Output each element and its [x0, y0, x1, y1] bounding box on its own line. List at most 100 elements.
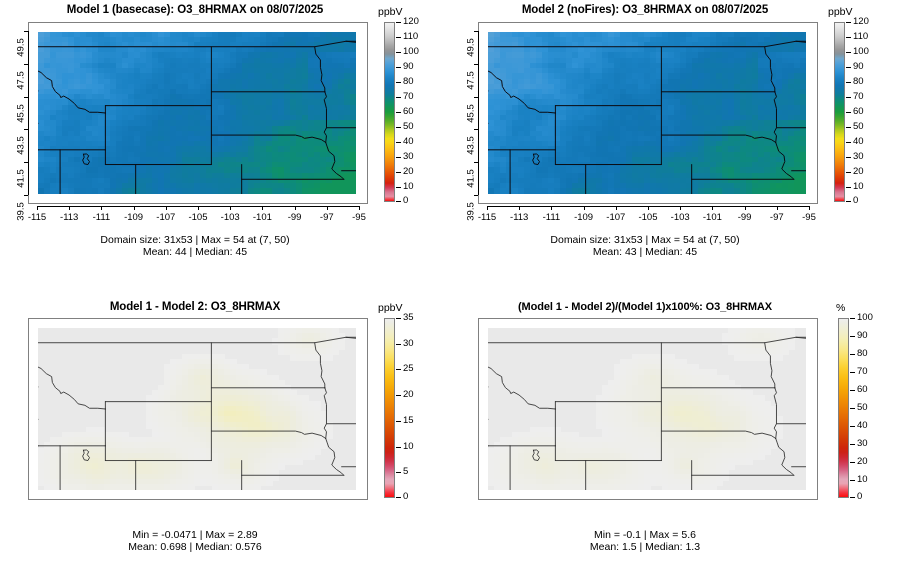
colorbar-unit-label: ppbV [378, 6, 403, 18]
colorbar-tick [850, 426, 855, 427]
colorbar-tick [396, 446, 401, 448]
colorbar-tick-label: 100 [857, 312, 873, 323]
x-axis-tick-label: -113 [510, 212, 529, 223]
x-axis-tick-label: -97 [319, 212, 334, 223]
colorbar-tick-label: 50 [857, 402, 868, 413]
colorbar-tick-label: 90 [857, 330, 868, 341]
colorbar-tick-label: 30 [857, 438, 868, 449]
stats-line-1: Min = -0.1 | Max = 5.6 [594, 529, 696, 541]
stats-line-2: Mean: 43 | Median: 45 [592, 246, 698, 258]
colorbar-tick-label: 60 [857, 384, 868, 395]
y-axis-tick-label: 41.5 [15, 169, 27, 188]
plot-frame [478, 22, 818, 204]
panel-difference: Model 1 - Model 2: O3_8HRMAX Min = -0.04… [0, 290, 450, 579]
colorbar-tick-label: 0 [403, 491, 409, 502]
stats-line-2: Mean: 0.698 | Median: 0.576 [128, 541, 262, 553]
y-axis-tick [474, 162, 478, 164]
x-axis-tick [519, 206, 521, 210]
colorbar-tick [846, 187, 851, 188]
colorbar-tick-label: 40 [853, 136, 864, 147]
stats-line-2: Mean: 44 | Median: 45 [142, 246, 248, 258]
y-axis-tick [474, 63, 478, 65]
colorbar-tick-label: 35 [403, 312, 414, 323]
colorbar-tick [850, 372, 855, 373]
colorbar-tick-label: 10 [403, 440, 414, 452]
colorbar-tick [396, 201, 401, 202]
colorbar-tick-label: 120 [403, 16, 419, 27]
colorbar-tick [396, 142, 401, 143]
x-axis-tick [101, 206, 103, 210]
y-axis-tick [24, 96, 28, 98]
panel-title: Model 1 - Model 2: O3_8HRMAX [109, 301, 281, 313]
stats-line-1: Domain size: 31x53 | Max = 54 at (7, 50) [100, 234, 290, 246]
x-axis-tick-label: -111 [92, 212, 111, 223]
colorbar-tick-label: 60 [403, 106, 414, 117]
colorbar-tick [396, 172, 401, 173]
colorbar-tick [396, 22, 401, 23]
colorbar-tick-label: 20 [853, 166, 864, 177]
y-axis-tick-label: 43.5 [465, 136, 477, 156]
colorbar-tick [850, 497, 855, 498]
colorbar-tick [846, 82, 851, 83]
y-axis-tick-label: 47.5 [465, 71, 477, 90]
map-canvas [488, 32, 806, 194]
colorbar-tick [850, 408, 855, 409]
colorbar-unit-label: % [836, 302, 846, 314]
stats-line-1: Domain size: 31x53 | Max = 54 at (7, 50) [550, 234, 740, 246]
colorbar-tick [396, 37, 401, 38]
x-axis-tick-label: -99 [287, 212, 302, 223]
x-axis-tick-label: -115 [27, 212, 47, 223]
panel-title: Model 2 (noFires): O3_8HRMAX on 08/07/20… [521, 4, 769, 16]
x-axis-tick-label: -99 [737, 212, 752, 223]
colorbar-tick [396, 318, 401, 319]
x-axis-tick-label: -103 [220, 212, 240, 223]
y-axis-tick [474, 31, 478, 32]
y-axis-rule [478, 31, 479, 195]
y-axis-tick-label: 45.5 [15, 103, 27, 123]
x-axis-tick [69, 206, 71, 210]
colorbar-gradient [838, 318, 849, 498]
y-axis-tick-label: 47.5 [15, 71, 27, 90]
colorbar-tick-label: 70 [853, 91, 864, 102]
y-axis-tick [474, 195, 478, 196]
colorbar-tick-label: 100 [403, 46, 419, 57]
colorbar-tick-label: 80 [857, 348, 868, 359]
y-axis-tick [24, 162, 28, 164]
colorbar-tick-label: 110 [853, 31, 869, 42]
y-axis-tick [24, 63, 28, 65]
colorbar-tick [396, 52, 401, 53]
colorbar-tick-label: 90 [403, 61, 414, 72]
x-axis-tick [776, 206, 778, 210]
colorbar-tick [396, 112, 401, 113]
colorbar-tick [846, 201, 851, 202]
x-axis-tick [294, 206, 296, 210]
colorbar-tick-label: 70 [403, 91, 414, 102]
colorbar-tick-label: 20 [403, 389, 414, 401]
colorbar-tick-label: 100 [853, 46, 869, 57]
colorbar-tick-label: 70 [857, 366, 868, 377]
colorbar-tick-label: 60 [853, 106, 864, 117]
stats-line-1: Min = -0.0471 | Max = 2.89 [132, 529, 258, 541]
x-axis-tick [648, 206, 649, 210]
x-axis-tick-label: -95 [802, 212, 816, 223]
y-axis-tick-label: 49.5 [15, 38, 27, 57]
colorbar-gradient [384, 318, 395, 498]
x-axis-tick-label: -109 [124, 212, 144, 223]
colorbar-tick [396, 82, 401, 83]
panel-model1: Model 1 (basecase): O3_8HRMAX on 08/07/2… [0, 0, 450, 289]
colorbar-unit-label: ppbV [378, 302, 403, 314]
colorbar-tick-label: 10 [853, 181, 864, 192]
x-axis-tick [359, 206, 360, 210]
colorbar-tick-label: 30 [853, 151, 864, 162]
stats-line-2: Mean: 1.5 | Median: 1.3 [589, 541, 701, 553]
colorbar-tick-label: 10 [403, 181, 414, 192]
map-canvas [38, 328, 356, 490]
colorbar-tick-label: 120 [853, 16, 869, 27]
x-axis-tick-label: -109 [574, 212, 594, 223]
y-axis-tick [474, 96, 478, 98]
y-axis-tick [24, 195, 28, 196]
x-axis-tick [809, 206, 810, 210]
colorbar-tick [846, 142, 851, 143]
x-axis-tick-label: -115 [477, 212, 497, 223]
colorbar-tick-label: 25 [403, 363, 414, 375]
